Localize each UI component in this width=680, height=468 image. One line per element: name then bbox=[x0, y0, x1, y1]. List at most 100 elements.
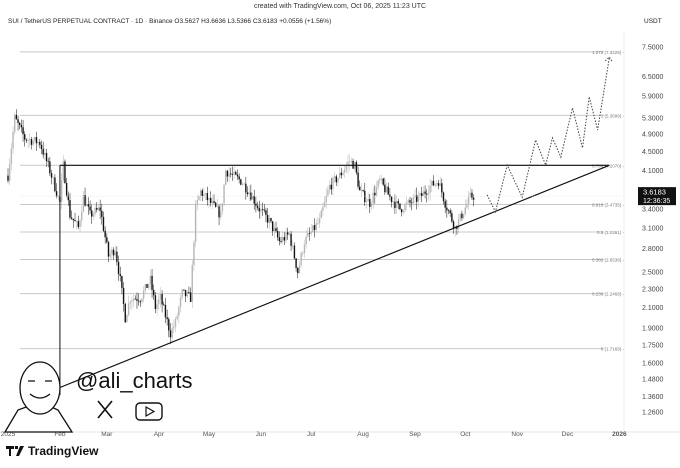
candle-down bbox=[245, 183, 247, 193]
price-tick-label: 6.5000 bbox=[642, 74, 664, 81]
candle-up bbox=[412, 197, 415, 203]
candle-down bbox=[283, 237, 286, 241]
candle-down bbox=[89, 206, 91, 211]
candle-up bbox=[248, 192, 250, 195]
candle-up bbox=[75, 221, 78, 222]
avatar bbox=[3, 361, 74, 433]
candle-down bbox=[452, 221, 455, 229]
price-tick-label: 3.1000 bbox=[642, 225, 664, 232]
x-logo-icon[interactable] bbox=[97, 400, 113, 419]
candle-down bbox=[24, 134, 26, 140]
candle-up bbox=[12, 131, 14, 149]
candle-up bbox=[268, 218, 270, 223]
candle-up bbox=[211, 201, 214, 203]
candle-down bbox=[146, 284, 148, 288]
candle-down bbox=[374, 192, 376, 196]
candle-down bbox=[258, 207, 260, 212]
price-tick-label: 2.8000 bbox=[642, 246, 664, 253]
projection-arrowhead-icon bbox=[604, 56, 613, 63]
candle-up bbox=[132, 298, 135, 301]
candle-down bbox=[102, 216, 105, 231]
projected-path[interactable] bbox=[486, 57, 610, 214]
candle-up bbox=[174, 318, 177, 327]
avatar-smile bbox=[29, 393, 51, 399]
candle-up bbox=[191, 265, 193, 302]
candle-up bbox=[300, 253, 302, 266]
candle-up bbox=[171, 328, 173, 338]
candle-up bbox=[79, 220, 81, 228]
candle-down bbox=[134, 298, 136, 300]
candle-up bbox=[141, 298, 143, 302]
price-tick-label: 5.3000 bbox=[642, 116, 664, 123]
fib-level-label: 1 (5.3699) - bbox=[601, 113, 625, 118]
candle-up bbox=[62, 161, 64, 181]
candle-up bbox=[370, 203, 373, 207]
candle-up bbox=[178, 307, 180, 316]
candle-up bbox=[350, 160, 353, 162]
candle-down bbox=[369, 198, 371, 207]
candle-up bbox=[310, 231, 312, 234]
candle-down bbox=[389, 194, 391, 197]
candle-up bbox=[260, 209, 262, 212]
candle-up bbox=[402, 210, 404, 213]
candle-up bbox=[414, 195, 416, 198]
candle-up bbox=[322, 207, 324, 211]
candle-down bbox=[39, 141, 41, 145]
candle-down bbox=[64, 161, 66, 184]
candle-up bbox=[60, 180, 63, 202]
candle-up bbox=[44, 152, 46, 155]
candle-down bbox=[446, 207, 448, 211]
candle-down bbox=[441, 183, 443, 193]
time-tick-label: Apr bbox=[154, 431, 165, 438]
time-tick-label: Dec bbox=[562, 431, 574, 438]
candle-up bbox=[159, 294, 162, 300]
time-tick-label: Feb bbox=[54, 431, 66, 438]
candle-down bbox=[122, 287, 125, 304]
candle-down bbox=[42, 148, 44, 155]
fib-level-label: 0.236 (2.2468) - bbox=[592, 292, 625, 297]
candle-up bbox=[216, 206, 219, 208]
candle-up bbox=[342, 172, 344, 176]
candle-up bbox=[305, 236, 307, 245]
candle-down bbox=[394, 201, 396, 208]
candle-down bbox=[201, 190, 203, 197]
candle-down bbox=[409, 200, 411, 203]
candle-up bbox=[57, 196, 59, 197]
support-trendline[interactable] bbox=[59, 164, 610, 389]
candle-up bbox=[367, 198, 369, 202]
candle-up bbox=[29, 139, 31, 141]
candle-down bbox=[166, 317, 168, 320]
avatar-head bbox=[19, 361, 61, 415]
time-tick-label: Mar bbox=[101, 431, 113, 438]
candle-up bbox=[194, 204, 197, 243]
time-tick-label: Sep bbox=[409, 431, 421, 438]
candle-up bbox=[349, 161, 351, 163]
candle-up bbox=[131, 300, 133, 302]
fib-level-label: 0 (1.7168) - bbox=[601, 347, 625, 352]
candle-down bbox=[340, 172, 343, 176]
candle-up bbox=[317, 223, 319, 224]
candle-up bbox=[109, 253, 111, 257]
candle-up bbox=[292, 245, 294, 247]
candle-up bbox=[199, 190, 202, 197]
candle-up bbox=[34, 137, 36, 141]
candle-down bbox=[91, 210, 93, 217]
candle-down bbox=[137, 300, 140, 302]
candle-up bbox=[94, 207, 96, 214]
candle-up bbox=[273, 228, 276, 232]
youtube-icon[interactable] bbox=[135, 402, 163, 421]
fib-level-label: 1.272 (7.3229) - bbox=[592, 50, 625, 55]
candle-down bbox=[400, 209, 403, 213]
price-tick-label: 1.6000 bbox=[642, 361, 664, 368]
candle-up bbox=[225, 170, 227, 185]
candle-up bbox=[360, 190, 363, 191]
price-tick-label: 5.9000 bbox=[642, 94, 664, 101]
candle-down bbox=[15, 114, 18, 120]
candle-up bbox=[92, 213, 95, 217]
candle-up bbox=[457, 219, 460, 229]
fib-level-label: 0.5 (3.0361) - bbox=[597, 230, 625, 235]
candle-down bbox=[77, 221, 80, 228]
candle-down bbox=[45, 152, 48, 162]
